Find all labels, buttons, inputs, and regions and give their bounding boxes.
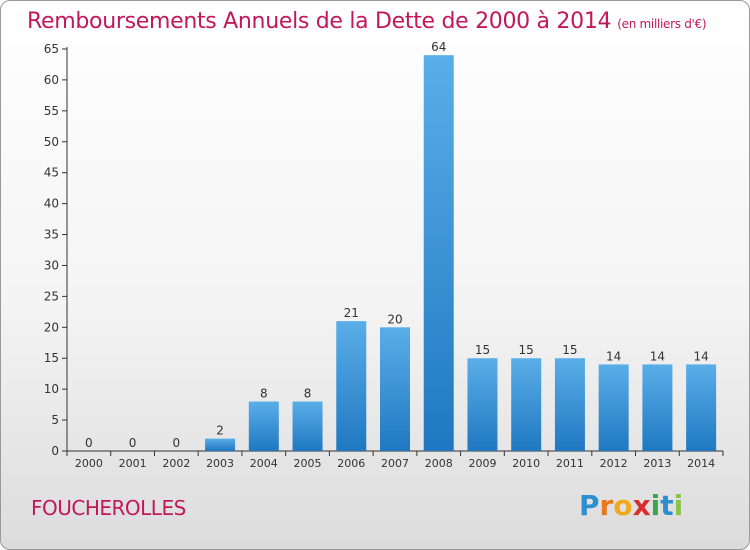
x-tick-label: 2005 xyxy=(294,457,322,470)
bar-2013 xyxy=(642,364,673,451)
x-tick-label: 2004 xyxy=(250,457,278,470)
x-tick-label: 2006 xyxy=(337,457,365,470)
y-tick-label: 40 xyxy=(44,197,59,211)
y-tick-label: 5 xyxy=(51,413,59,427)
logo-letter: r xyxy=(599,489,614,522)
x-tick-label: 2013 xyxy=(643,457,671,470)
x-tick-label: 2003 xyxy=(206,457,234,470)
bar-value-label: 0 xyxy=(173,436,181,450)
x-tick-label: 2011 xyxy=(556,457,584,470)
y-tick-label: 35 xyxy=(44,228,59,242)
bar-value-label: 20 xyxy=(387,312,402,326)
y-tick-label: 20 xyxy=(44,320,59,334)
y-tick-label: 10 xyxy=(44,382,59,396)
bar-2007 xyxy=(380,327,410,451)
x-tick-label: 2012 xyxy=(600,457,628,470)
bar-value-label: 14 xyxy=(693,349,708,363)
chart-bars: 0 0 0 2 8 8 21 20 64 15 15 15 14 14 14 xyxy=(85,40,717,451)
bar-value-label: 15 xyxy=(475,343,490,357)
x-tick-label: 2010 xyxy=(512,457,540,470)
bar-2004 xyxy=(248,401,279,451)
bar-value-label: 14 xyxy=(650,349,665,363)
chart-title-text: Remboursements Annuels de la Dette de 20… xyxy=(27,9,612,34)
y-tick-label: 55 xyxy=(44,104,59,118)
y-tick-label: 0 xyxy=(51,444,59,458)
logo-letter: i xyxy=(673,489,684,522)
y-tick-label: 60 xyxy=(44,73,59,87)
x-tick-label: 2000 xyxy=(75,457,103,470)
logo-letter: i xyxy=(650,489,661,522)
bar-value-label: 15 xyxy=(519,343,534,357)
bar-value-label: 2 xyxy=(216,424,224,438)
bar-2006 xyxy=(336,321,367,451)
logo-letter: P xyxy=(579,489,600,522)
proxiti-logo: Proxiti xyxy=(579,489,683,522)
y-tick-label: 25 xyxy=(44,289,59,303)
x-tick-label: 2014 xyxy=(687,457,715,470)
bar-value-label: 0 xyxy=(129,436,137,450)
bar-value-label: 8 xyxy=(260,387,268,401)
bar-2010 xyxy=(511,358,542,451)
x-tick-label: 2002 xyxy=(162,457,190,470)
bar-2014 xyxy=(686,364,717,451)
x-tick-label: 2008 xyxy=(425,457,453,470)
bar-2008 xyxy=(423,55,454,451)
bar-value-label: 21 xyxy=(344,306,359,320)
y-tick-label: 65 xyxy=(44,42,59,56)
chart-unit-label: (en milliers d'€) xyxy=(617,17,707,31)
x-tick-label: 2007 xyxy=(381,457,409,470)
bar-2005 xyxy=(292,401,323,451)
x-tick-label: 2001 xyxy=(119,457,147,470)
y-tick-label: 30 xyxy=(44,258,59,272)
logo-letter: o xyxy=(613,489,633,522)
logo-letter: t xyxy=(660,489,674,522)
commune-name: FOUCHEROLLES xyxy=(31,496,186,520)
bar-2003 xyxy=(205,438,236,451)
bar-2011 xyxy=(554,358,585,451)
y-tick-label: 50 xyxy=(44,135,59,149)
logo-letter: x xyxy=(632,489,651,522)
bar-value-label: 0 xyxy=(85,436,93,450)
bar-2009 xyxy=(467,358,498,451)
y-tick-label: 15 xyxy=(44,351,59,365)
bar-value-label: 64 xyxy=(431,40,446,54)
bar-value-label: 15 xyxy=(562,343,577,357)
bar-2012 xyxy=(598,364,629,451)
bar-value-label: 8 xyxy=(304,387,312,401)
bar-value-label: 14 xyxy=(606,349,621,363)
y-tick-label: 45 xyxy=(44,166,59,180)
chart-title: Remboursements Annuels de la Dette de 20… xyxy=(27,9,707,34)
x-tick-label: 2009 xyxy=(468,457,496,470)
